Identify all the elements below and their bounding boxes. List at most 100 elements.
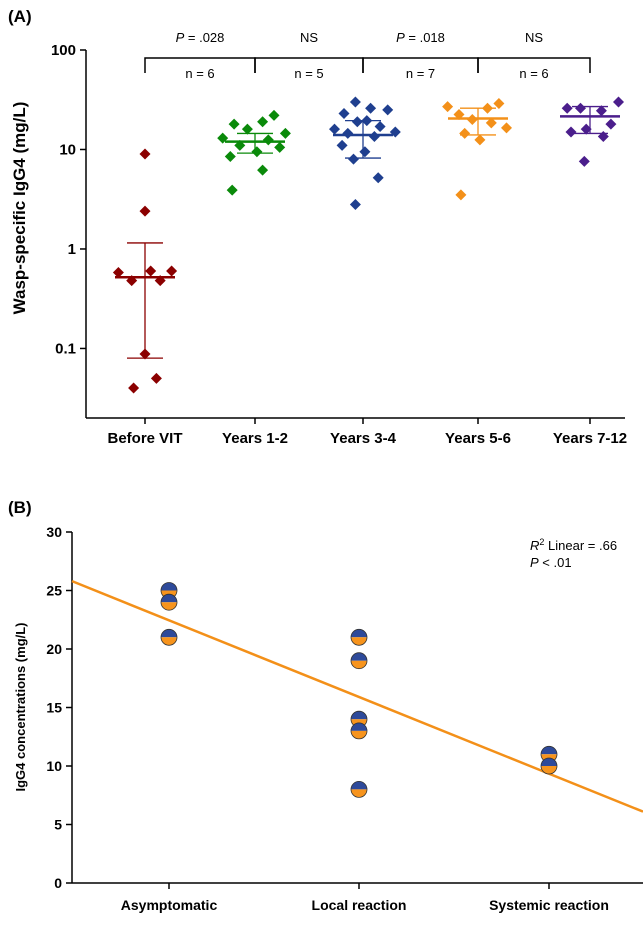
data-point-diamond: [580, 123, 592, 135]
marker-outline: [350, 628, 368, 646]
data-point-diamond: [485, 117, 497, 129]
marker-top-half: [161, 594, 177, 603]
data-point-diamond: [251, 146, 263, 158]
marker-outline: [350, 722, 368, 740]
data-point-diamond: [368, 131, 380, 143]
data-point-diamond: [262, 134, 274, 146]
data-point-diamond: [501, 122, 512, 134]
data-point-diamond: [382, 104, 394, 116]
y-tick-label: 0.1: [55, 340, 76, 357]
y-tick-label: 0: [54, 875, 62, 891]
data-point-diamond: [145, 265, 157, 277]
p-value-label: NS: [300, 30, 318, 45]
error-bar: [333, 119, 393, 159]
marker-outline: [160, 593, 178, 611]
y-tick-label: 30: [46, 524, 62, 540]
marker-outline: [350, 781, 368, 798]
data-point-diamond: [349, 96, 361, 108]
data-point-diamond: [349, 198, 361, 210]
panel-b-y-axis-title: IgG4 concentrations (mg/L): [13, 622, 28, 791]
marker-bottom-half: [351, 730, 367, 739]
marker-top-half: [351, 629, 367, 638]
y-tick-label: 1: [68, 241, 76, 258]
data-point-diamond: [578, 155, 590, 167]
data-point-circle: [350, 652, 368, 670]
data-point-diamond: [338, 107, 350, 119]
y-tick-label: 5: [54, 817, 62, 833]
marker-top-half: [541, 758, 557, 766]
data-point-diamond: [112, 267, 124, 279]
p-value-label: P = .018: [396, 30, 445, 45]
y-tick-label: 25: [46, 583, 62, 599]
marker-bottom-half: [161, 602, 177, 611]
bracket-line: [477, 57, 591, 73]
error-bar: [115, 242, 175, 359]
data-point-diamond: [166, 265, 178, 277]
marker-bottom-half: [351, 637, 367, 646]
x-category-label: Years 1-2: [222, 430, 288, 447]
data-point-diamond: [128, 382, 140, 394]
data-point-diamond: [336, 139, 348, 151]
marker-top-half: [351, 722, 367, 731]
n-label: n = 7: [406, 66, 435, 81]
data-point-diamond: [279, 127, 291, 139]
marker-top-half: [161, 582, 177, 591]
data-point-diamond: [139, 205, 151, 217]
error-bar: [448, 107, 508, 136]
data-point-diamond: [365, 102, 377, 114]
data-point-diamond: [268, 109, 280, 121]
data-point-diamond: [257, 116, 269, 128]
marker-outline: [350, 652, 368, 670]
data-point-diamond: [442, 101, 454, 113]
marker-bottom-half: [541, 766, 557, 774]
marker-bottom-half: [351, 789, 367, 798]
marker-top-half: [351, 781, 367, 790]
panel-b-chart: (B) IgG4 concentrations (mg/L) 0 5 10 15 20 2…: [8, 498, 643, 913]
p-value-annotation: P < .01: [530, 555, 572, 570]
y-tick-label: 20: [46, 641, 62, 657]
data-point-circle: [350, 781, 368, 798]
data-point-diamond: [605, 118, 617, 130]
comparison-bracket: P = .018 n = 7: [362, 30, 479, 81]
panel-b-annotation: R2 Linear = .66 P < .01: [530, 537, 617, 570]
data-point-diamond: [372, 172, 384, 184]
data-point-circle: [350, 628, 368, 646]
x-category-label: Years 5-6: [445, 430, 511, 447]
x-category-label: Before VIT: [107, 430, 182, 447]
panel-a-y-axis-title: Wasp-specific IgG4 (mg/L): [10, 102, 29, 315]
marker-top-half: [161, 629, 177, 638]
marker-top-half: [541, 746, 557, 755]
data-point-circle: [160, 593, 178, 611]
data-point-diamond: [150, 372, 162, 384]
data-point-diamond: [241, 123, 253, 135]
x-category-label: Years 3-4: [330, 430, 397, 447]
panel-b-label: (B): [8, 498, 32, 517]
data-point-diamond: [139, 148, 151, 160]
data-point-diamond: [565, 126, 577, 138]
data-point-diamond: [453, 108, 465, 120]
data-point-diamond: [595, 105, 607, 117]
x-category-label: Asymptomatic: [121, 897, 218, 913]
data-point-diamond: [329, 123, 340, 135]
data-point-diamond: [493, 97, 505, 109]
data-point-circle: [540, 757, 558, 775]
comparison-bracket: NS n = 6: [477, 30, 591, 81]
marker-top-half: [351, 652, 367, 661]
panel-a-label: (A): [8, 7, 32, 26]
marker-outline: [160, 628, 178, 646]
x-category-label: Years 7-12: [553, 430, 627, 447]
error-bar: [225, 132, 285, 154]
data-point-diamond: [224, 151, 236, 163]
data-point-diamond: [459, 127, 471, 139]
r2-annotation: R2 Linear = .66: [530, 537, 617, 553]
data-point-diamond: [348, 153, 359, 165]
panel-a-chart: (A) Wasp-specific IgG4 (mg/L) 0.1110100 …: [8, 7, 627, 447]
p-value-label: NS: [525, 30, 543, 45]
comparison-bracket: NS n = 5: [254, 30, 364, 81]
data-point-diamond: [228, 118, 240, 130]
data-point-diamond: [257, 164, 269, 176]
marker-bottom-half: [351, 660, 367, 669]
data-point-diamond: [474, 134, 486, 146]
error-bar: [560, 105, 620, 135]
